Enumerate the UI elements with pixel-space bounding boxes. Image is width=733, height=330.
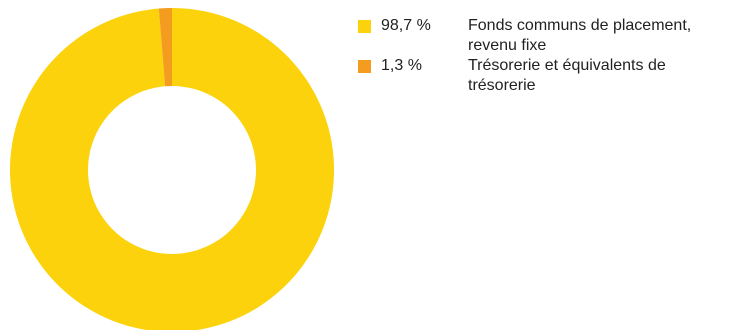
legend-value-cash: 1,3 % <box>381 57 422 74</box>
legend-item-fixed-income: 98,7 % Fonds communs de placement, reven… <box>358 16 728 56</box>
donut-chart <box>10 8 334 330</box>
legend-swatch-fixed-income <box>358 20 371 33</box>
legend-label-fixed-income: Fonds communs de placement, revenu fixe <box>468 17 692 54</box>
slice-fixed-income <box>10 8 334 330</box>
slice-cash <box>158 8 172 87</box>
legend: 98,7 % Fonds communs de placement, reven… <box>358 16 728 96</box>
legend-value-fixed-income: 98,7 % <box>381 17 431 34</box>
legend-item-cash: 1,3 % Trésorerie et équivalents de tréso… <box>358 56 728 96</box>
legend-label-cash: Trésorerie et équivalents de trésorerie <box>468 57 666 94</box>
legend-swatch-cash <box>358 60 371 73</box>
